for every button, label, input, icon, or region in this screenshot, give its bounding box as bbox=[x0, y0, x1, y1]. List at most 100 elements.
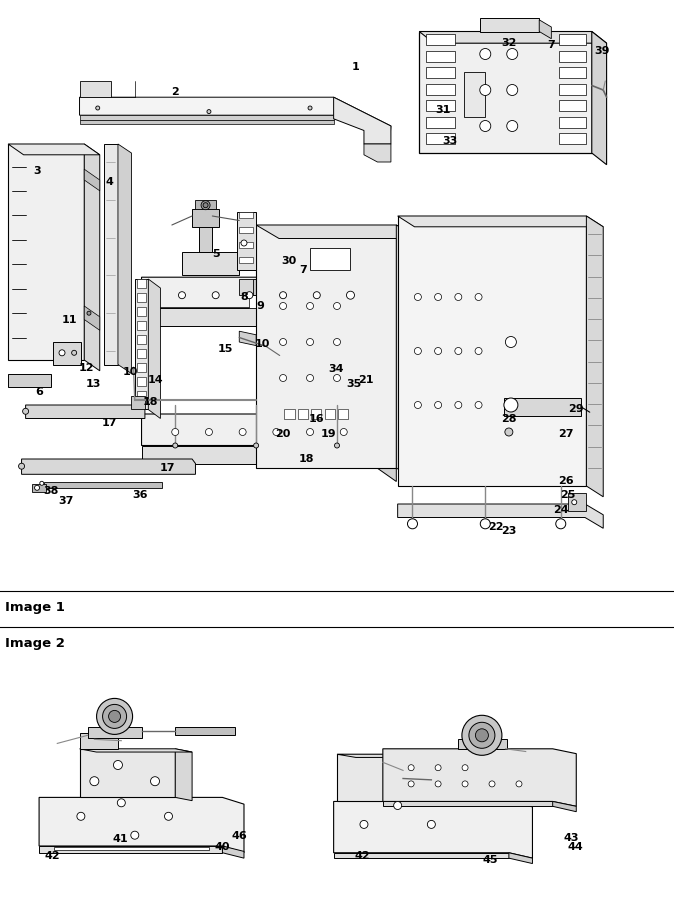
Circle shape bbox=[475, 293, 482, 301]
Text: Image 2: Image 2 bbox=[5, 637, 65, 650]
Text: 25: 25 bbox=[561, 490, 576, 500]
Text: 17: 17 bbox=[102, 418, 117, 428]
Polygon shape bbox=[84, 169, 100, 191]
Polygon shape bbox=[426, 117, 455, 128]
Polygon shape bbox=[367, 308, 391, 344]
Text: 7: 7 bbox=[299, 265, 307, 275]
Text: 31: 31 bbox=[436, 104, 451, 115]
Polygon shape bbox=[137, 336, 146, 344]
Text: 28: 28 bbox=[501, 413, 516, 424]
Polygon shape bbox=[80, 81, 111, 97]
Polygon shape bbox=[284, 410, 295, 418]
Circle shape bbox=[117, 799, 125, 806]
Circle shape bbox=[172, 428, 179, 436]
Circle shape bbox=[455, 347, 462, 355]
Text: 6: 6 bbox=[35, 386, 43, 397]
Text: 35: 35 bbox=[346, 379, 361, 390]
Polygon shape bbox=[80, 115, 334, 120]
Polygon shape bbox=[8, 144, 84, 360]
Polygon shape bbox=[142, 414, 396, 464]
Text: 19: 19 bbox=[321, 428, 337, 439]
Circle shape bbox=[307, 428, 313, 436]
Text: 18: 18 bbox=[299, 454, 314, 464]
Polygon shape bbox=[175, 727, 235, 735]
Polygon shape bbox=[426, 100, 455, 111]
Text: 32: 32 bbox=[501, 38, 516, 49]
Polygon shape bbox=[239, 279, 256, 295]
Text: 33: 33 bbox=[443, 136, 458, 147]
Text: 17: 17 bbox=[160, 463, 175, 473]
Circle shape bbox=[507, 85, 518, 95]
Polygon shape bbox=[137, 293, 146, 302]
Circle shape bbox=[40, 482, 44, 485]
Circle shape bbox=[489, 781, 495, 787]
Polygon shape bbox=[137, 392, 146, 400]
Polygon shape bbox=[426, 50, 455, 61]
Polygon shape bbox=[337, 754, 384, 801]
Circle shape bbox=[435, 293, 441, 301]
Text: 41: 41 bbox=[112, 834, 128, 844]
Circle shape bbox=[113, 760, 123, 770]
Circle shape bbox=[556, 518, 565, 529]
Text: 42: 42 bbox=[355, 851, 371, 861]
Circle shape bbox=[435, 765, 441, 770]
Circle shape bbox=[109, 710, 121, 723]
Polygon shape bbox=[142, 446, 371, 464]
Polygon shape bbox=[539, 20, 551, 39]
Polygon shape bbox=[8, 144, 100, 155]
Polygon shape bbox=[426, 84, 455, 94]
Circle shape bbox=[504, 398, 518, 412]
Polygon shape bbox=[175, 749, 192, 801]
Circle shape bbox=[203, 202, 208, 208]
Text: 11: 11 bbox=[62, 315, 77, 326]
Text: 30: 30 bbox=[281, 256, 296, 266]
Circle shape bbox=[179, 292, 185, 299]
Polygon shape bbox=[559, 84, 586, 94]
Polygon shape bbox=[337, 754, 403, 758]
Polygon shape bbox=[137, 349, 146, 358]
Text: 24: 24 bbox=[553, 505, 569, 516]
Polygon shape bbox=[26, 405, 145, 418]
Polygon shape bbox=[80, 749, 175, 797]
Circle shape bbox=[462, 781, 468, 787]
Circle shape bbox=[334, 443, 340, 448]
Text: 13: 13 bbox=[86, 379, 100, 390]
Circle shape bbox=[201, 201, 210, 210]
Polygon shape bbox=[54, 847, 209, 850]
Polygon shape bbox=[338, 410, 348, 418]
Text: 3: 3 bbox=[33, 166, 41, 176]
Text: 45: 45 bbox=[483, 855, 498, 865]
Polygon shape bbox=[135, 279, 148, 410]
Polygon shape bbox=[419, 32, 592, 153]
Circle shape bbox=[307, 302, 313, 310]
Text: 14: 14 bbox=[147, 374, 163, 385]
Circle shape bbox=[462, 765, 468, 770]
Circle shape bbox=[212, 292, 219, 299]
Polygon shape bbox=[559, 117, 586, 128]
Circle shape bbox=[435, 781, 441, 787]
Text: 37: 37 bbox=[59, 496, 73, 507]
Circle shape bbox=[340, 428, 347, 436]
Text: 26: 26 bbox=[558, 475, 574, 486]
Circle shape bbox=[408, 518, 417, 529]
Circle shape bbox=[480, 49, 491, 59]
Circle shape bbox=[415, 347, 421, 355]
Polygon shape bbox=[239, 256, 253, 263]
Text: 2: 2 bbox=[171, 86, 179, 97]
Polygon shape bbox=[53, 342, 81, 364]
Polygon shape bbox=[371, 446, 396, 482]
Polygon shape bbox=[298, 410, 308, 418]
Circle shape bbox=[96, 698, 133, 734]
Polygon shape bbox=[592, 32, 607, 165]
Text: 34: 34 bbox=[328, 364, 343, 374]
Text: 29: 29 bbox=[568, 404, 584, 415]
Circle shape bbox=[173, 443, 178, 448]
Polygon shape bbox=[80, 733, 118, 749]
Circle shape bbox=[360, 821, 368, 828]
Text: 39: 39 bbox=[594, 46, 609, 57]
Text: 42: 42 bbox=[44, 851, 61, 861]
Circle shape bbox=[71, 350, 77, 356]
Circle shape bbox=[481, 518, 490, 529]
Circle shape bbox=[475, 401, 482, 409]
Circle shape bbox=[34, 485, 40, 490]
